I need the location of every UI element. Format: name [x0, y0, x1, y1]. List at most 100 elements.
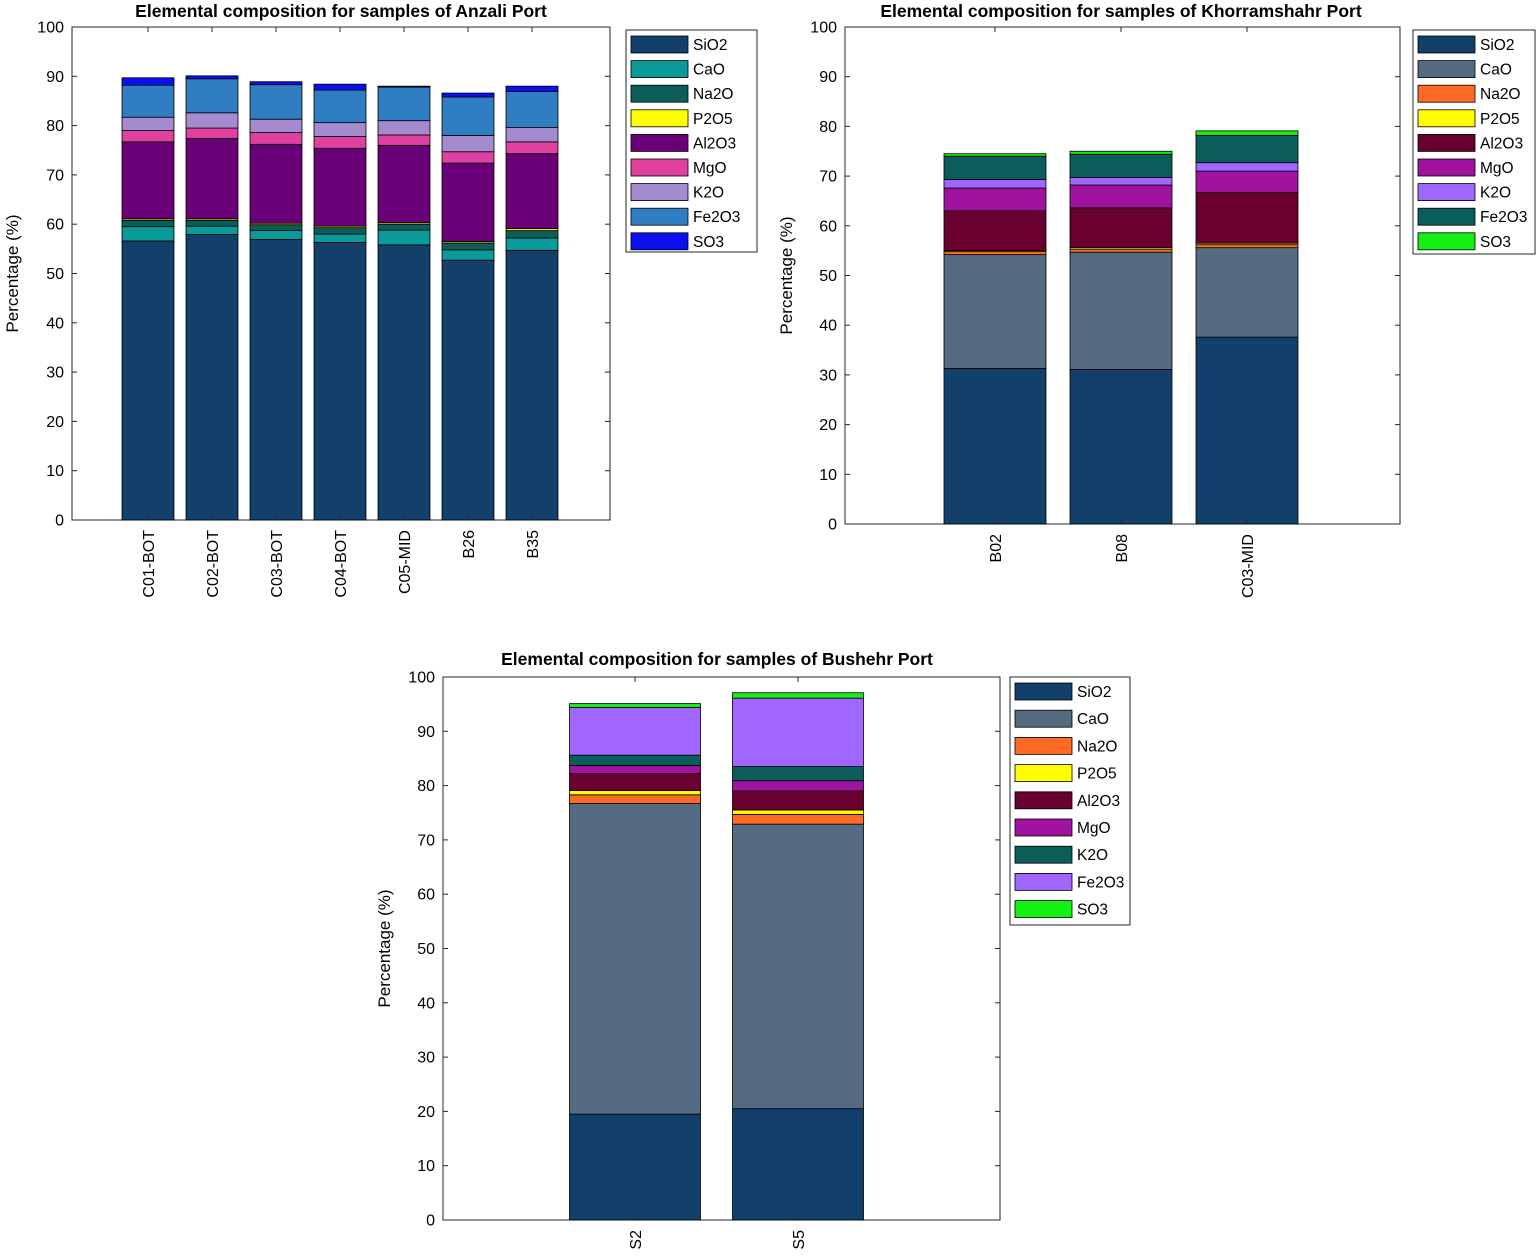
bar-segment-S2-Al2O3	[569, 773, 701, 791]
bar-segment-C02-BOT-K2O	[185, 112, 239, 129]
bar-segment-B26-SiO2	[441, 259, 495, 521]
y-tick-label: 10	[819, 467, 837, 484]
bar-segment-C03-MID-K2O	[1195, 162, 1299, 172]
legend-label: Al2O3	[693, 135, 736, 152]
legend-label: Fe2O3	[1077, 874, 1124, 891]
bar-segment-B26-MgO	[441, 151, 495, 164]
bar-segment-C04-BOT-SiO2	[313, 242, 367, 521]
bar-segment-B08-SO3	[1069, 150, 1173, 155]
legend-swatch	[1014, 764, 1073, 782]
bar-segment-C03-BOT-Fe2O3	[249, 84, 303, 120]
bar-segment-C02-BOT-SO3	[185, 75, 239, 80]
bar-segment-B26-K2O	[441, 135, 495, 153]
bar-segment-B08-CaO	[1069, 251, 1173, 370]
legend: SiO2 CaO Na2O P2O5 Al2O3 MgO K2O Fe2O3 SO3	[1412, 29, 1536, 255]
x-tick-label: S5	[791, 1230, 808, 1250]
bar-segment-B35-CaO	[505, 237, 559, 251]
legend-swatch	[630, 232, 689, 251]
bar-segment-B02-SiO2	[943, 368, 1047, 525]
legend-swatch	[1417, 109, 1476, 128]
bar-segment-S5-MgO	[732, 780, 864, 792]
legend-label: P2O5	[1077, 766, 1117, 783]
legend-swatch	[1417, 35, 1476, 54]
x-tick-label: C01-BOT	[141, 530, 158, 598]
bar-segment-C02-BOT-Fe2O3	[185, 78, 239, 114]
bar-segment-C01-BOT-MgO	[121, 130, 175, 143]
legend-swatch	[1417, 183, 1476, 202]
bar-segment-C01-BOT-SO3	[121, 77, 175, 86]
legend-swatch	[630, 133, 689, 152]
bar-segment-C04-BOT-MgO	[313, 136, 367, 149]
y-tick-label: 60	[46, 217, 64, 234]
bar-segment-C02-BOT-MgO	[185, 127, 239, 139]
bar-segment-C03-MID-SO3	[1195, 130, 1299, 136]
bar-segment-C03-MID-Fe2O3	[1195, 134, 1299, 164]
bar-segment-S5-P2O5	[732, 809, 864, 815]
y-tick-label: 20	[46, 414, 64, 431]
x-tick-label: C03-BOT	[269, 530, 286, 598]
legend-label: Na2O	[1077, 738, 1118, 755]
y-tick-label: 100	[37, 20, 64, 37]
bar-segment-B35-SO3	[505, 85, 559, 92]
x-tick-label: B26	[461, 530, 478, 559]
bar-segment-C05-MID-K2O	[377, 120, 431, 136]
bar-segment-B08-SiO2	[1069, 369, 1173, 525]
y-axis-label: Percentage (%)	[375, 889, 394, 1007]
bar-segment-B35-K2O	[505, 127, 559, 143]
bar-segment-S2-P2O5	[569, 790, 701, 796]
legend-label: SiO2	[1480, 37, 1514, 54]
legend-swatch	[1417, 232, 1476, 251]
bar-segment-B02-Fe2O3	[943, 155, 1047, 180]
legend-swatch	[1014, 737, 1073, 755]
bar-segment-C05-MID-SiO2	[377, 244, 431, 521]
y-tick-label: 70	[46, 167, 64, 184]
y-tick-label: 30	[819, 367, 837, 384]
bar-segment-B02-CaO	[943, 254, 1047, 369]
bar-segment-S5-Na2O	[732, 813, 864, 825]
chart-title: Elemental composition for samples of Anz…	[135, 1, 547, 21]
y-tick-label: 0	[426, 1213, 435, 1230]
bar-segment-C03-BOT-Na2O	[249, 224, 303, 232]
x-tick-label: S2	[628, 1230, 645, 1250]
y-tick-label: 40	[46, 315, 64, 332]
y-tick-label: 100	[408, 670, 435, 687]
y-axis-label: Percentage (%)	[777, 216, 796, 334]
bar-segment-S5-Al2O3	[732, 790, 864, 811]
bar-segment-S2-Fe2O3	[569, 707, 701, 756]
bar-segment-B08-MgO	[1069, 184, 1173, 209]
legend-label: CaO	[693, 62, 725, 79]
y-tick-label: 60	[819, 218, 837, 235]
legend-label: SiO2	[1077, 684, 1111, 701]
legend-swatch	[630, 183, 689, 202]
bar-segment-C03-MID-MgO	[1195, 170, 1299, 193]
bar-segment-C05-MID-MgO	[377, 134, 431, 146]
bar-segment-B02-K2O	[943, 179, 1047, 189]
bar-segment-C01-BOT-K2O	[121, 116, 175, 131]
bar-segment-C01-BOT-Na2O	[121, 219, 175, 228]
legend-swatch	[1014, 709, 1073, 728]
legend-label: Al2O3	[1480, 135, 1523, 152]
bar-segment-C03-MID-SiO2	[1195, 336, 1299, 525]
y-tick-label: 0	[55, 513, 64, 530]
plot-area	[442, 676, 1001, 1221]
legend-swatch	[1014, 900, 1073, 918]
bar-segment-C02-BOT-Na2O	[185, 219, 239, 227]
y-axis-label: Percentage (%)	[3, 214, 22, 332]
bar-segment-S2-SO3	[569, 703, 701, 708]
bar-segment-C05-MID-Fe2O3	[377, 86, 431, 122]
legend-swatch	[1014, 873, 1073, 891]
bar-segment-S2-SiO2	[569, 1113, 701, 1221]
y-tick-label: 90	[46, 69, 64, 86]
bar-segment-C03-BOT-Al2O3	[249, 143, 303, 224]
bar-segment-C01-BOT-Al2O3	[121, 141, 175, 220]
legend-swatch	[630, 207, 689, 226]
bar-segment-C04-BOT-CaO	[313, 233, 367, 243]
legend-label: Fe2O3	[1480, 209, 1527, 226]
chart-title: Elemental composition for samples of Kho…	[880, 1, 1362, 21]
bar-segment-B35-Fe2O3	[505, 91, 559, 128]
bar-segment-C03-BOT-SO3	[249, 81, 303, 86]
legend-label: MgO	[1480, 160, 1514, 177]
bar-segment-S5-SiO2	[732, 1108, 864, 1221]
legend-label: P2O5	[693, 111, 733, 128]
